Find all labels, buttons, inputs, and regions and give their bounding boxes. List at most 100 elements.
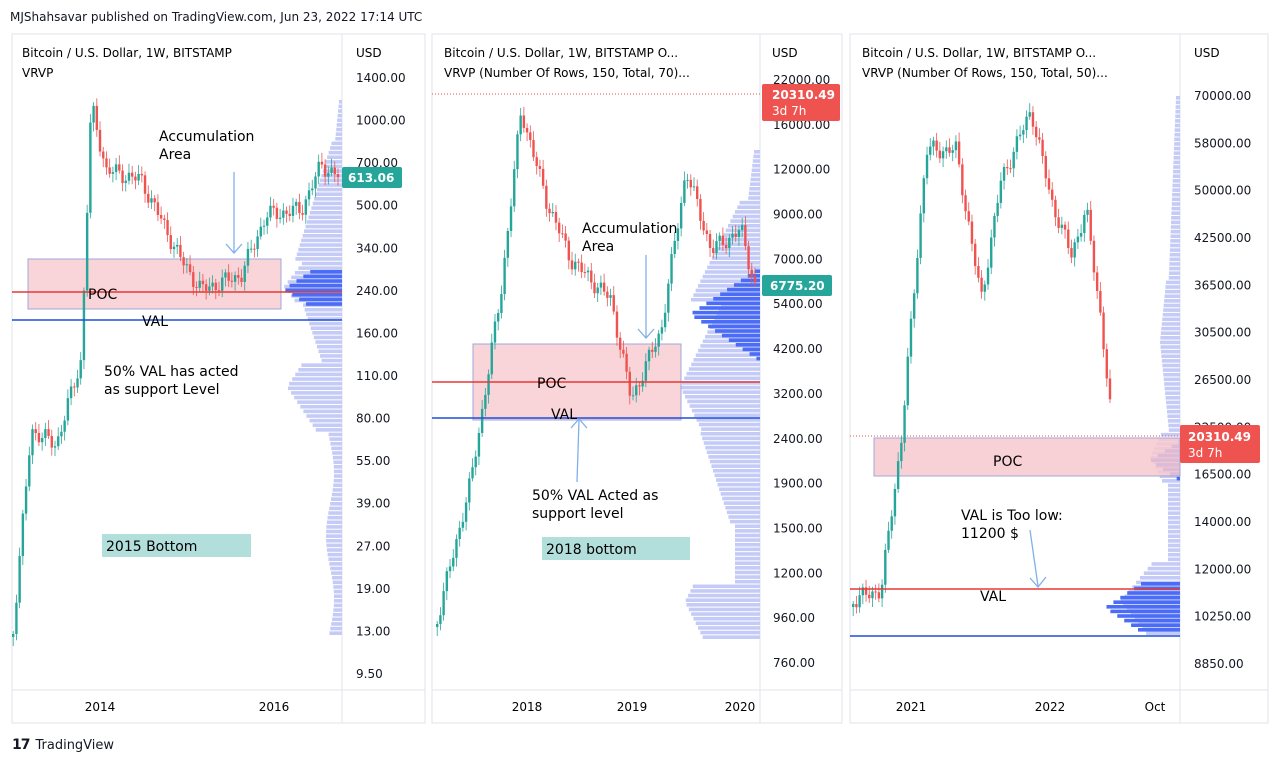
profile-bar [329,506,342,511]
panel-3-subtitle: VRVP (Number Of Rows, 150, Total, 50)... [862,66,1108,80]
profile-bar [333,589,342,594]
profile-bar-dark [699,306,760,310]
profile-bar [291,391,342,395]
profile-bar [691,612,760,616]
candle [657,333,660,347]
profile-bar [313,335,342,340]
y-tick: 27.00 [356,539,390,553]
candle [590,270,593,283]
profile-bar [702,274,760,279]
val-label: VAL [980,589,1006,605]
candle [929,146,932,155]
profile-bar [315,192,342,197]
candle [535,157,538,167]
profile-bar [1168,543,1180,548]
profile-bar [1171,211,1180,215]
profile-bar [315,428,342,432]
profile-bar [1172,179,1180,183]
candle [217,290,221,292]
profile-bar [332,488,342,492]
candle [63,420,66,432]
profile-bar [698,626,760,630]
profile-bar [318,349,342,354]
candle [651,349,654,352]
profile-bar [329,437,342,441]
candle [957,141,961,165]
y-tick: 760.00 [773,656,815,670]
candle [628,371,631,396]
profile-bar [1168,423,1180,428]
candle [529,132,532,141]
candle [954,141,958,151]
profile-bar [1170,234,1180,239]
price-tag-timer: 3d 7h [1188,446,1222,460]
candle [153,198,156,203]
profile-bar [312,201,342,206]
profile-bar [723,233,760,237]
candle [82,290,86,361]
profile-bar [1160,336,1180,340]
candle [176,244,179,247]
profile-bar [711,464,760,468]
candle [323,164,327,177]
candle [47,429,50,436]
candle [890,516,893,531]
profile-bar-dark [733,283,760,287]
profile-bar [327,552,342,557]
candle [644,361,648,381]
candle [336,174,340,178]
candle [89,122,92,213]
y-tick: 3200.00 [773,387,823,401]
profile-bar [1174,142,1180,146]
candle [545,185,548,209]
profile-bar-dark [285,288,342,292]
candle [1073,242,1076,258]
profile-bar [701,427,760,431]
candle [744,225,747,247]
candle [580,262,583,273]
candle [1022,130,1025,135]
candle [593,282,596,294]
profile-bar-dark [706,301,760,306]
profile-bar [752,163,760,168]
profile-bar [295,372,342,377]
candle [1076,236,1080,243]
profile-bar [292,377,342,381]
candle [37,432,41,443]
candle [85,212,89,291]
profile-bar-dark [299,297,342,302]
profile-bar [735,561,760,566]
candle [964,195,967,212]
profile-bar [728,515,760,519]
candle [912,293,916,319]
x-tick: 2019 [617,700,648,714]
profile-bar [1175,100,1180,105]
candle [163,218,166,220]
candle [909,318,913,357]
profile-bar-dark [1110,609,1180,614]
candle [932,140,935,147]
candle [564,233,567,241]
candle [1057,217,1060,228]
profile-bar [327,155,342,160]
profile-bar [332,612,342,617]
profile-bar [1163,377,1180,382]
profile-bar [306,414,342,418]
candle [938,150,942,159]
candle [574,261,577,270]
candle [500,294,503,313]
profile-bar [723,501,760,505]
candle [314,176,317,189]
bottom-label-bg [542,537,690,560]
profile-bar [330,566,342,571]
candle [683,180,686,203]
profile-bar [1173,165,1180,169]
y-tick: 55.00 [356,454,390,468]
candle [667,283,670,313]
panel-3-candles [852,103,1112,616]
profile-bar [309,418,342,423]
profile-bar [695,353,760,357]
candle [567,240,571,261]
profile-bar [331,492,342,497]
profile-bar-dark [713,297,760,301]
